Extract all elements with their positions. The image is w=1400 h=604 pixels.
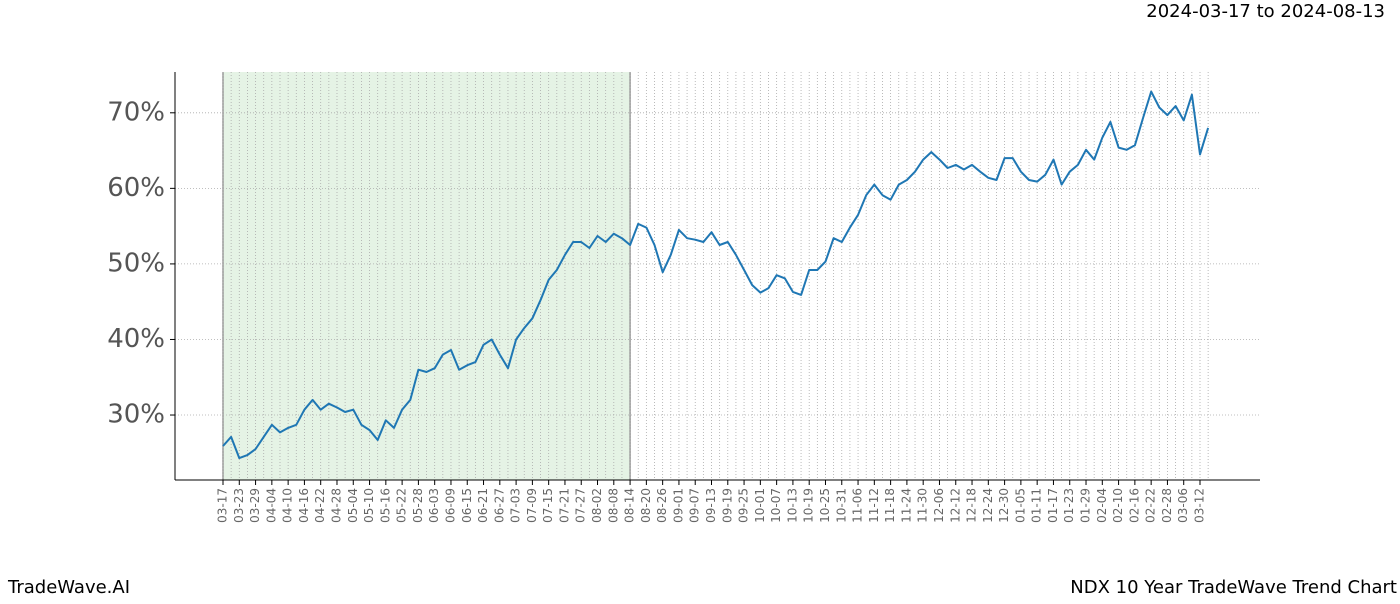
chart-subtitle: 2024-03-17 to 2024-08-13 [1146,1,1385,22]
x-tick-label: 04-16 [297,488,311,523]
x-tick-label: 11-30 [916,488,930,523]
x-tick-label: 07-21 [557,488,571,523]
x-tick-label: 12-30 [997,488,1011,523]
x-tick-label: 09-13 [704,488,718,523]
x-tick-label: 06-09 [443,488,457,523]
x-tick-label: 10-19 [802,488,816,523]
y-tick-label: 60% [107,173,165,203]
x-tick-label: 10-25 [818,488,832,523]
x-tick-label: 09-01 [671,488,685,523]
x-tick-label: 02-16 [1127,488,1141,523]
x-tick-label: 05-10 [362,488,376,523]
x-tick-label: 09-07 [688,488,702,523]
x-tick-label: 07-09 [525,488,539,523]
x-tick-label: 03-29 [248,488,262,523]
x-tick-label: 08-20 [639,488,653,523]
x-tick-label: 10-13 [785,488,799,523]
x-tick-label: 02-04 [1095,488,1109,523]
x-tick-label: 01-17 [1046,488,1060,523]
x-tick-label: 04-10 [281,488,295,523]
x-tick-label: 07-03 [509,488,523,523]
x-tick-label: 05-28 [411,488,425,523]
x-tick-label: 02-10 [1111,488,1125,523]
x-tick-label: 05-22 [395,488,409,523]
x-tick-label: 06-03 [427,488,441,523]
x-tick-label: 01-23 [1062,488,1076,523]
x-tick-label: 08-02 [590,488,604,523]
x-tick-label: 12-06 [932,488,946,523]
y-tick-label: 30% [107,400,165,430]
x-tick-label: 12-18 [965,488,979,523]
x-tick-label: 04-28 [329,488,343,523]
x-tick-label: 06-21 [476,488,490,523]
x-tick-label: 06-27 [492,488,506,523]
x-tick-label: 11-18 [883,488,897,523]
x-tick-label: 07-27 [574,488,588,523]
chart-title: NDX 10 Year TradeWave Trend Chart [1070,577,1397,598]
x-tick-label: 12-12 [948,488,962,523]
x-tick-label: 05-04 [346,488,360,523]
x-tick-label: 02-22 [1144,488,1158,523]
x-tick-label: 01-11 [1030,488,1044,523]
x-tick-label: 11-24 [899,488,913,523]
x-tick-label: 08-26 [655,488,669,523]
x-tick-label: 06-15 [460,488,474,523]
x-tick-label: 08-14 [623,488,637,523]
x-tick-label: 04-22 [313,488,327,523]
x-tick-label: 10-31 [834,488,848,523]
watermark: TradeWave.AI [7,577,130,598]
x-tick-label: 03-12 [1193,488,1207,523]
x-tick-label: 09-25 [737,488,751,523]
data-line [222,90,1210,460]
y-tick-label: 50% [107,248,165,278]
y-tick-label: 40% [107,324,165,354]
x-tick-label: 09-19 [720,488,734,523]
x-tick-label: 10-01 [753,488,767,523]
x-tick-label: 03-06 [1176,488,1190,523]
x-tick-label: 04-04 [264,488,278,523]
x-tick-label: 11-12 [867,488,881,523]
x-tick-label: 12-24 [981,488,995,523]
x-tick-label: 11-06 [851,488,865,523]
x-tick-label: 05-16 [378,488,392,523]
x-tick-label: 03-23 [232,488,246,523]
x-tick-label: 01-05 [1013,488,1027,523]
x-tick-label: 08-08 [606,488,620,523]
x-tick-label: 03-17 [216,488,230,523]
x-tick-label: 07-15 [541,488,555,523]
x-tick-label: 02-28 [1160,488,1174,523]
x-tick-label: 10-07 [769,488,783,523]
y-tick-label: 70% [107,97,165,127]
x-tick-label: 01-29 [1079,488,1093,523]
